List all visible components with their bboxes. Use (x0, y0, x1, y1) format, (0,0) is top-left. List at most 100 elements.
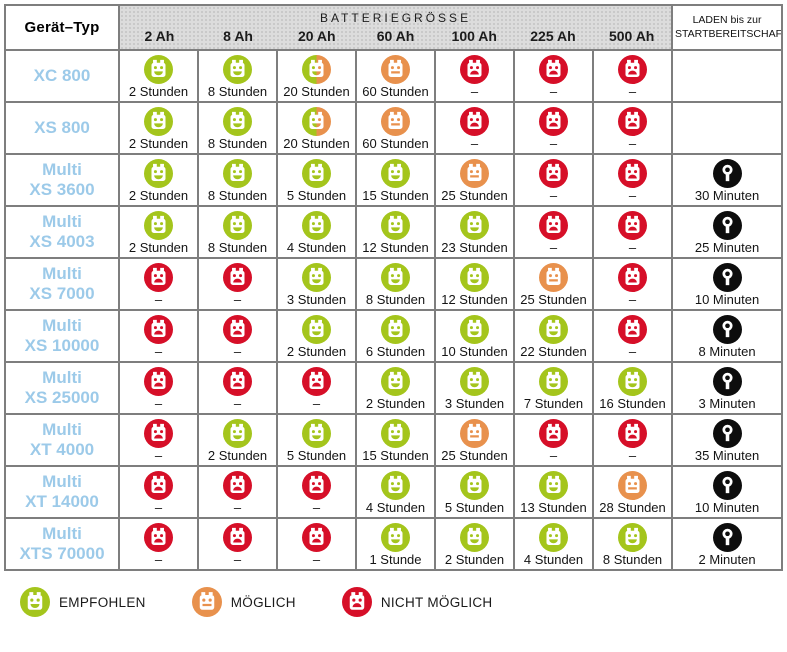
cell-time-label: – (628, 239, 637, 255)
device-name-line: Multi (42, 159, 82, 179)
battery-time-cell: 12 Stunden (434, 257, 515, 311)
battery-nicht-moeglich-icon (144, 262, 173, 292)
battery-empfohlen-icon (144, 106, 173, 136)
cell-time-label: 20 Stunden (283, 83, 350, 99)
battery-moeglich-icon (191, 587, 222, 617)
legend-item-empfohlen: EMPFOHLEN (20, 587, 146, 617)
battery-time-cell: – (591, 205, 674, 259)
battery-time-cell: 25 Stunden (434, 153, 515, 207)
battery-size-label: 20 Ah (297, 28, 336, 44)
charge-readiness-cell: 2 Minuten (671, 517, 784, 571)
battery-time-cell: 2 Stunden (118, 153, 199, 207)
battery-moeglich-icon (460, 418, 489, 448)
device-name: Multi XS 7000 (4, 257, 120, 311)
table-row: Multi XT 4000 – 2 Stunden 5 Stunden 15 Stunde… (4, 413, 784, 467)
table-row: XS 800 2 Stunden 8 Stunden 20 Stunden 60 Stu… (4, 101, 784, 155)
battery-time-cell: 1 Stunde (355, 517, 436, 571)
battery-time-cell: 2 Stunden (118, 205, 199, 259)
cell-time-label: 4 Stunden (523, 551, 584, 567)
battery-empfohlen-icon (381, 158, 410, 188)
cell-time-label: 28 Stunden (599, 499, 666, 515)
cell-time-label: – (549, 135, 558, 151)
battery-time-cell: – (591, 413, 674, 467)
battery-empfohlen-icon (381, 314, 410, 344)
charge-readiness-header-line1: LADEN bis zur (692, 13, 762, 26)
charge-readiness-cell (671, 101, 784, 155)
battery-empfohlen-moeglich-icon (302, 54, 331, 84)
table-row: XC 800 2 Stunden 8 Stunden 20 Stunden 60 Stu… (4, 49, 784, 103)
legend-label: EMPFOHLEN (59, 594, 146, 610)
cell-time-label: – (628, 447, 637, 463)
battery-time-cell: – (197, 517, 278, 571)
table-row: Multi XS 3600 2 Stunden 8 Stunden 5 Stunden 1… (4, 153, 784, 207)
battery-nicht-moeglich-icon (302, 366, 331, 396)
cell-time-label: 8 Minuten (698, 343, 756, 359)
battery-nicht-moeglich-icon (223, 470, 252, 500)
device-name-line: XT 14000 (25, 492, 99, 511)
startbereitschaft-lock-icon (712, 158, 742, 188)
device-name: XS 800 (4, 101, 120, 155)
battery-moeglich-icon (460, 158, 489, 188)
battery-time-cell: 2 Stunden (118, 49, 199, 103)
battery-time-cell: 15 Stunden (355, 413, 436, 467)
cell-time-label: – (549, 447, 558, 463)
cell-time-label: – (154, 447, 163, 463)
battery-empfohlen-icon (381, 470, 410, 500)
battery-empfohlen-icon (460, 314, 489, 344)
legend-label: NICHT MÖGLICH (380, 594, 493, 610)
device-name: Multi XT 4000 (4, 413, 120, 467)
battery-time-cell: 28 Stunden (591, 465, 674, 519)
header-row: Gerät–Typ BATTERIEGRÖSSE 2 Ah 8 Ah 20 Ah 60… (4, 4, 784, 51)
charge-readiness-cell: 10 Minuten (671, 465, 784, 519)
battery-time-cell: – (513, 205, 594, 259)
battery-nicht-moeglich-icon (302, 470, 331, 500)
device-name-line: XS 7000 (29, 284, 95, 303)
battery-time-cell: 5 Stunden (434, 465, 515, 519)
cell-time-label: 2 Stunden (128, 83, 189, 99)
cell-time-label: – (628, 83, 637, 99)
battery-time-cell: 5 Stunden (276, 153, 357, 207)
battery-empfohlen-icon (381, 522, 410, 552)
battery-empfohlen-icon (223, 158, 252, 188)
battery-empfohlen-icon (223, 106, 252, 136)
battery-time-cell: 25 Stunden (434, 413, 515, 467)
device-name-line: XS 800 (34, 117, 90, 137)
table-row: Multi XS 7000 – – 3 Stunden 8 Stunden 12 Stund… (4, 257, 784, 311)
cell-time-label: – (233, 343, 242, 359)
battery-empfohlen-icon (460, 210, 489, 240)
cell-time-label: 15 Stunden (362, 187, 429, 203)
battery-time-cell: 23 Stunden (434, 205, 515, 259)
charge-readiness-cell: 10 Minuten (671, 257, 784, 311)
cell-time-label: 8 Stunden (207, 135, 268, 151)
device-type-header: Gerät–Typ (4, 4, 120, 51)
battery-time-cell: – (197, 257, 278, 311)
battery-nicht-moeglich-icon (539, 158, 568, 188)
device-name-line: XS 4003 (29, 232, 95, 251)
cell-time-label: 8 Stunden (602, 551, 663, 567)
cell-time-label: 5 Stunden (444, 499, 505, 515)
battery-time-cell: – (513, 413, 594, 467)
cell-time-label: 13 Stunden (520, 499, 587, 515)
battery-moeglich-icon (381, 54, 410, 84)
battery-nicht-moeglich-icon (460, 54, 489, 84)
table-row: Multi XT 14000 – – – 4 Stunden 5 Stunden 13 Stu… (4, 465, 784, 519)
battery-size-label: 8 Ah (223, 28, 253, 44)
battery-empfohlen-icon (381, 262, 410, 292)
charge-readiness-cell: 25 Minuten (671, 205, 784, 259)
device-name-line: Multi (42, 367, 82, 387)
device-name-line: XS 25000 (24, 388, 100, 407)
battery-time-cell: 20 Stunden (276, 101, 357, 155)
device-name-line: Multi (42, 523, 82, 543)
battery-empfohlen-icon (539, 522, 568, 552)
battery-empfohlen-icon (618, 522, 648, 552)
battery-time-cell: 4 Stunden (276, 205, 357, 259)
battery-time-cell: 2 Stunden (197, 413, 278, 467)
battery-time-cell: – (118, 257, 199, 311)
battery-nicht-moeglich-icon (223, 522, 252, 552)
cell-time-label: – (154, 499, 163, 515)
cell-time-label: 2 Stunden (365, 395, 426, 411)
battery-time-cell: – (434, 101, 515, 155)
charge-readiness-header: LADEN bis zur STARTBEREITSCHAFT (671, 4, 784, 51)
cell-time-label: – (312, 395, 321, 411)
battery-time-cell: – (276, 465, 357, 519)
